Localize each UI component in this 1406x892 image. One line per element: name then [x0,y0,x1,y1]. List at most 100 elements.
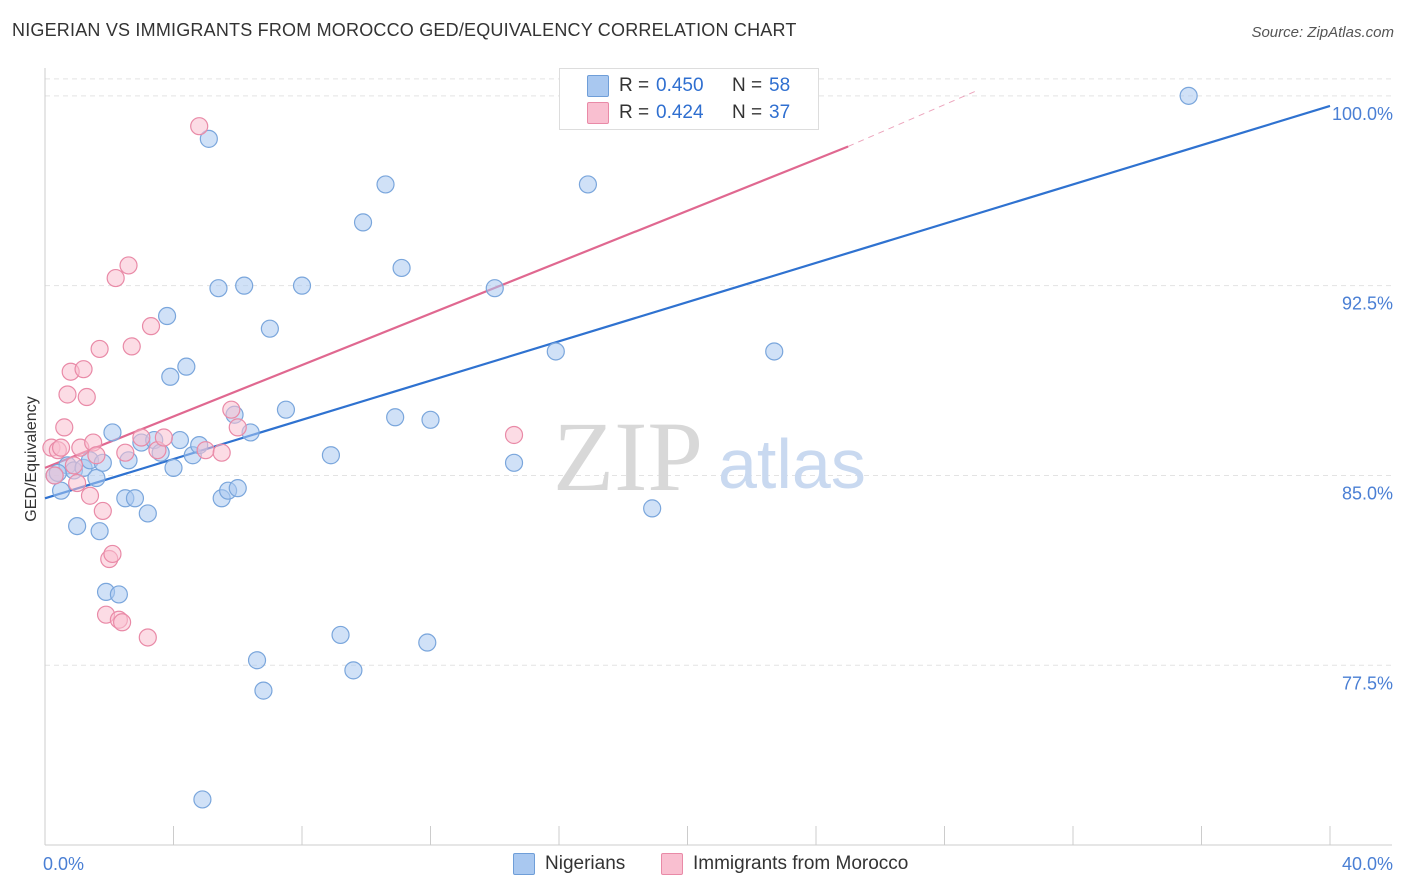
nigerian-point [578,175,598,194]
chart-title: NIGERIAN VS IMMIGRANTS FROM MOROCCO GED/… [12,20,797,40]
x-tick-label-min: 0.0% [43,854,84,874]
nigerian-point [51,481,71,500]
morocco-point [154,428,173,447]
r-label: R = [619,102,650,123]
morocco-point [93,501,112,521]
morocco-point [80,486,100,505]
morocco-trend-extension [847,90,977,147]
nigerian-point [331,625,350,645]
y-tick-label: 77.5% [1342,673,1393,693]
nigerian-point [228,479,247,498]
morocco-point [141,317,161,336]
bottom-legend: Nigerians Immigrants from Morocco [0,851,1406,877]
nigerian-point [87,468,106,488]
data-points [42,86,1198,809]
nigerian-point [138,504,157,523]
legend-item-morocco[interactable]: Immigrants from Morocco [661,851,908,877]
nigerian-point [68,517,87,536]
legend-item-nigerians[interactable]: Nigerians [513,851,625,877]
nigerian-point [164,458,183,477]
chart-source: Source: ZipAtlas.com [1251,24,1394,41]
r-value: 0.450 [656,75,704,96]
morocco-point [122,337,141,356]
nigerian-point [247,651,267,670]
morocco-point [504,425,524,445]
axis-layer [44,68,1392,846]
morocco-trend-line [44,145,849,469]
morocco-point [112,613,132,632]
n-label: N = [732,75,763,96]
morocco-point [87,446,106,465]
n-value: 37 [769,102,791,123]
legend-label-nigerians: Nigerians [545,853,626,874]
nigerian-point [254,681,273,700]
r-value: 0.424 [656,102,704,123]
nigerian-point [353,213,373,232]
r-label: R = [619,75,650,96]
nigerian-point [157,306,177,326]
morocco-point [45,466,64,485]
nigerian-point [109,585,128,604]
nigerian-point [90,522,109,541]
morocco-point [222,400,241,419]
nigerian-point [392,258,411,278]
nigerian-point [643,499,662,518]
stats-legend: R = 0.450 N = 58 R = 0.424 N = 37 [559,68,819,130]
morocco-point [55,418,74,437]
morocco-point [68,473,87,493]
nigerian-point [765,342,784,361]
morocco-point [103,544,122,564]
y-tick-label: 85.0% [1342,483,1393,503]
legend-swatch-morocco [661,853,683,875]
nigerian-point [504,453,524,472]
y-tick-label: 92.5% [1342,294,1393,314]
watermark-zip: ZIP [553,401,703,512]
nigerian-point [235,276,254,295]
n-value: 58 [769,75,791,96]
stats-swatch-nigerians [587,75,609,97]
nigerian-point [125,489,145,508]
nigerian-point [421,410,440,429]
nigerian-point [103,423,122,442]
nigerian-point [376,175,395,194]
grid-layer [45,78,1392,666]
nigerian-point [418,633,437,652]
nigerian-point [209,279,228,298]
morocco-point [106,268,125,288]
x-tick-label-max: 40.0% [1342,854,1393,874]
nigerian-point [177,357,196,376]
morocco-point [90,339,109,359]
morocco-point [58,385,77,404]
watermark-atlas: atlas [718,425,866,503]
nigerian-point [1179,86,1198,105]
tick-labels: 77.5% 85.0% 92.5% 100.0% 0.0% 40.0% [43,104,1393,874]
nigerian-point [292,276,312,295]
morocco-point [228,418,247,437]
nigerian-point [170,430,190,450]
morocco-point [119,256,138,275]
morocco-point [190,117,209,136]
legend-swatch-nigerians [513,853,535,875]
nigerian-point [193,790,212,809]
nigerian-point [199,129,218,148]
nigerian-point [276,400,296,419]
y-axis-label: GED/Equivalency [23,396,40,522]
morocco-point [116,443,135,462]
nigerian-point [321,446,341,465]
n-label: N = [732,102,763,123]
y-tick-label: 100.0% [1332,104,1393,124]
nigerian-point [546,342,565,361]
morocco-point [138,628,157,647]
morocco-point [74,360,93,379]
nigerian-point [161,367,180,386]
nigerian-point [386,408,405,427]
morocco-point [212,443,231,462]
stats-swatch-morocco [587,102,609,124]
legend-label-morocco: Immigrants from Morocco [693,853,909,874]
watermark: ZIP atlas [553,401,866,512]
morocco-point [132,428,151,447]
morocco-point [51,438,71,457]
nigerian-point [260,319,279,338]
morocco-point [196,441,215,460]
